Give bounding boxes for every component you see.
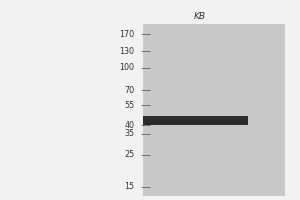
Text: 70: 70	[124, 86, 134, 95]
Text: 35: 35	[124, 129, 134, 138]
Bar	[143, 24, 285, 196]
Text: 130: 130	[119, 47, 134, 56]
Bar	[143, 116, 248, 125]
Text: KB: KB	[194, 12, 206, 21]
Text: 40: 40	[124, 121, 134, 130]
Text: 170: 170	[119, 30, 134, 39]
Text: 15: 15	[124, 182, 134, 191]
Text: 55: 55	[124, 101, 134, 110]
Text: 100: 100	[119, 63, 134, 72]
Text: 25: 25	[124, 150, 134, 159]
